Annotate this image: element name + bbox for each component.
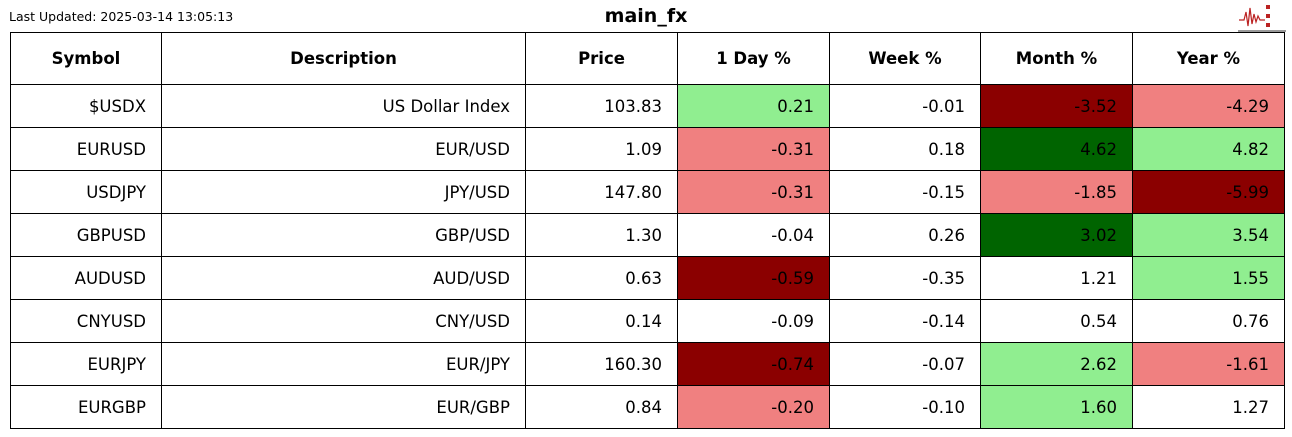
symbol-cell: $USDX — [10, 84, 162, 128]
week-cell: -0.01 — [829, 84, 981, 128]
month-cell: -1.85 — [980, 170, 1133, 214]
price-cell: 160.30 — [525, 342, 678, 386]
price-cell: 103.83 — [525, 84, 678, 128]
column-header: Symbol — [10, 32, 162, 85]
signal-2-noise-logo — [1238, 5, 1286, 32]
day-cell: -0.09 — [677, 299, 830, 343]
symbol-cell: EURJPY — [10, 342, 162, 386]
day-cell: -0.74 — [677, 342, 830, 386]
day-cell: -0.59 — [677, 256, 830, 300]
year-cell: 4.82 — [1132, 127, 1285, 171]
column-header: Price — [525, 32, 678, 85]
column-header: Description — [161, 32, 526, 85]
month-cell: -3.52 — [980, 84, 1133, 128]
month-cell: 0.54 — [980, 299, 1133, 343]
week-cell: -0.10 — [829, 385, 981, 429]
table-row: $USDX US Dollar Index 103.83 0.21 -0.01 -3.52… — [10, 84, 1285, 128]
column-header: Week % — [829, 32, 981, 85]
table-row: GBPUSD GBP/USD 1.30 -0.04 0.26 3.02 3.54 — [10, 213, 1285, 257]
price-cell: 1.09 — [525, 127, 678, 171]
price-cell: 147.80 — [525, 170, 678, 214]
year-cell: 0.76 — [1132, 299, 1285, 343]
price-cell: 0.63 — [525, 256, 678, 300]
year-cell: 1.55 — [1132, 256, 1285, 300]
last-updated-label: Last Updated: 2025-03-14 13:05:13 — [9, 9, 234, 24]
description-cell: EUR/GBP — [161, 385, 526, 429]
table-row: CNYUSD CNY/USD 0.14 -0.09 -0.14 0.54 0.76 — [10, 299, 1285, 343]
description-cell: AUD/USD — [161, 256, 526, 300]
symbol-cell: GBPUSD — [10, 213, 162, 257]
description-cell: JPY/USD — [161, 170, 526, 214]
description-cell: EUR/JPY — [161, 342, 526, 386]
week-cell: 0.26 — [829, 213, 981, 257]
table-row: AUDUSD AUD/USD 0.63 -0.59 -0.35 1.21 1.55 — [10, 256, 1285, 300]
week-cell: -0.35 — [829, 256, 981, 300]
description-cell: CNY/USD — [161, 299, 526, 343]
month-cell: 3.02 — [980, 213, 1133, 257]
price-cell: 0.14 — [525, 299, 678, 343]
page-title: main_fx — [604, 5, 688, 27]
column-header: Year % — [1132, 32, 1285, 85]
table-row: EURJPY EUR/JPY 160.30 -0.74 -0.07 2.62 -1.61 — [10, 342, 1285, 386]
month-cell: 1.21 — [980, 256, 1133, 300]
description-cell: EUR/USD — [161, 127, 526, 171]
symbol-cell: EURGBP — [10, 385, 162, 429]
year-cell: 3.54 — [1132, 213, 1285, 257]
year-cell: -5.99 — [1132, 170, 1285, 214]
symbol-cell: EURUSD — [10, 127, 162, 171]
week-cell: -0.15 — [829, 170, 981, 214]
table-row: EURGBP EUR/GBP 0.84 -0.20 -0.10 1.60 1.27 — [10, 385, 1285, 429]
week-cell: -0.07 — [829, 342, 981, 386]
day-cell: -0.20 — [677, 385, 830, 429]
price-cell: 1.30 — [525, 213, 678, 257]
year-cell: -1.61 — [1132, 342, 1285, 386]
day-cell: 0.21 — [677, 84, 830, 128]
month-cell: 1.60 — [980, 385, 1133, 429]
day-cell: -0.31 — [677, 170, 830, 214]
day-cell: -0.04 — [677, 213, 830, 257]
week-cell: -0.14 — [829, 299, 981, 343]
symbol-cell: USDJPY — [10, 170, 162, 214]
description-cell: GBP/USD — [161, 213, 526, 257]
week-cell: 0.18 — [829, 127, 981, 171]
symbol-cell: AUDUSD — [10, 256, 162, 300]
month-cell: 2.62 — [980, 342, 1133, 386]
column-header: Month % — [980, 32, 1133, 85]
day-cell: -0.31 — [677, 127, 830, 171]
column-header: 1 Day % — [677, 32, 830, 85]
table-row: EURUSD EUR/USD 1.09 -0.31 0.18 4.62 4.82 — [10, 127, 1285, 171]
symbol-cell: CNYUSD — [10, 299, 162, 343]
year-cell: 1.27 — [1132, 385, 1285, 429]
fx-table: Symbol Description Price 1 Day % Week % Month… — [10, 32, 1285, 429]
year-cell: -4.29 — [1132, 84, 1285, 128]
table-row: USDJPY JPY/USD 147.80 -0.31 -0.15 -1.85 -5.99 — [10, 170, 1285, 214]
month-cell: 4.62 — [980, 127, 1133, 171]
price-cell: 0.84 — [525, 385, 678, 429]
description-cell: US Dollar Index — [161, 84, 526, 128]
